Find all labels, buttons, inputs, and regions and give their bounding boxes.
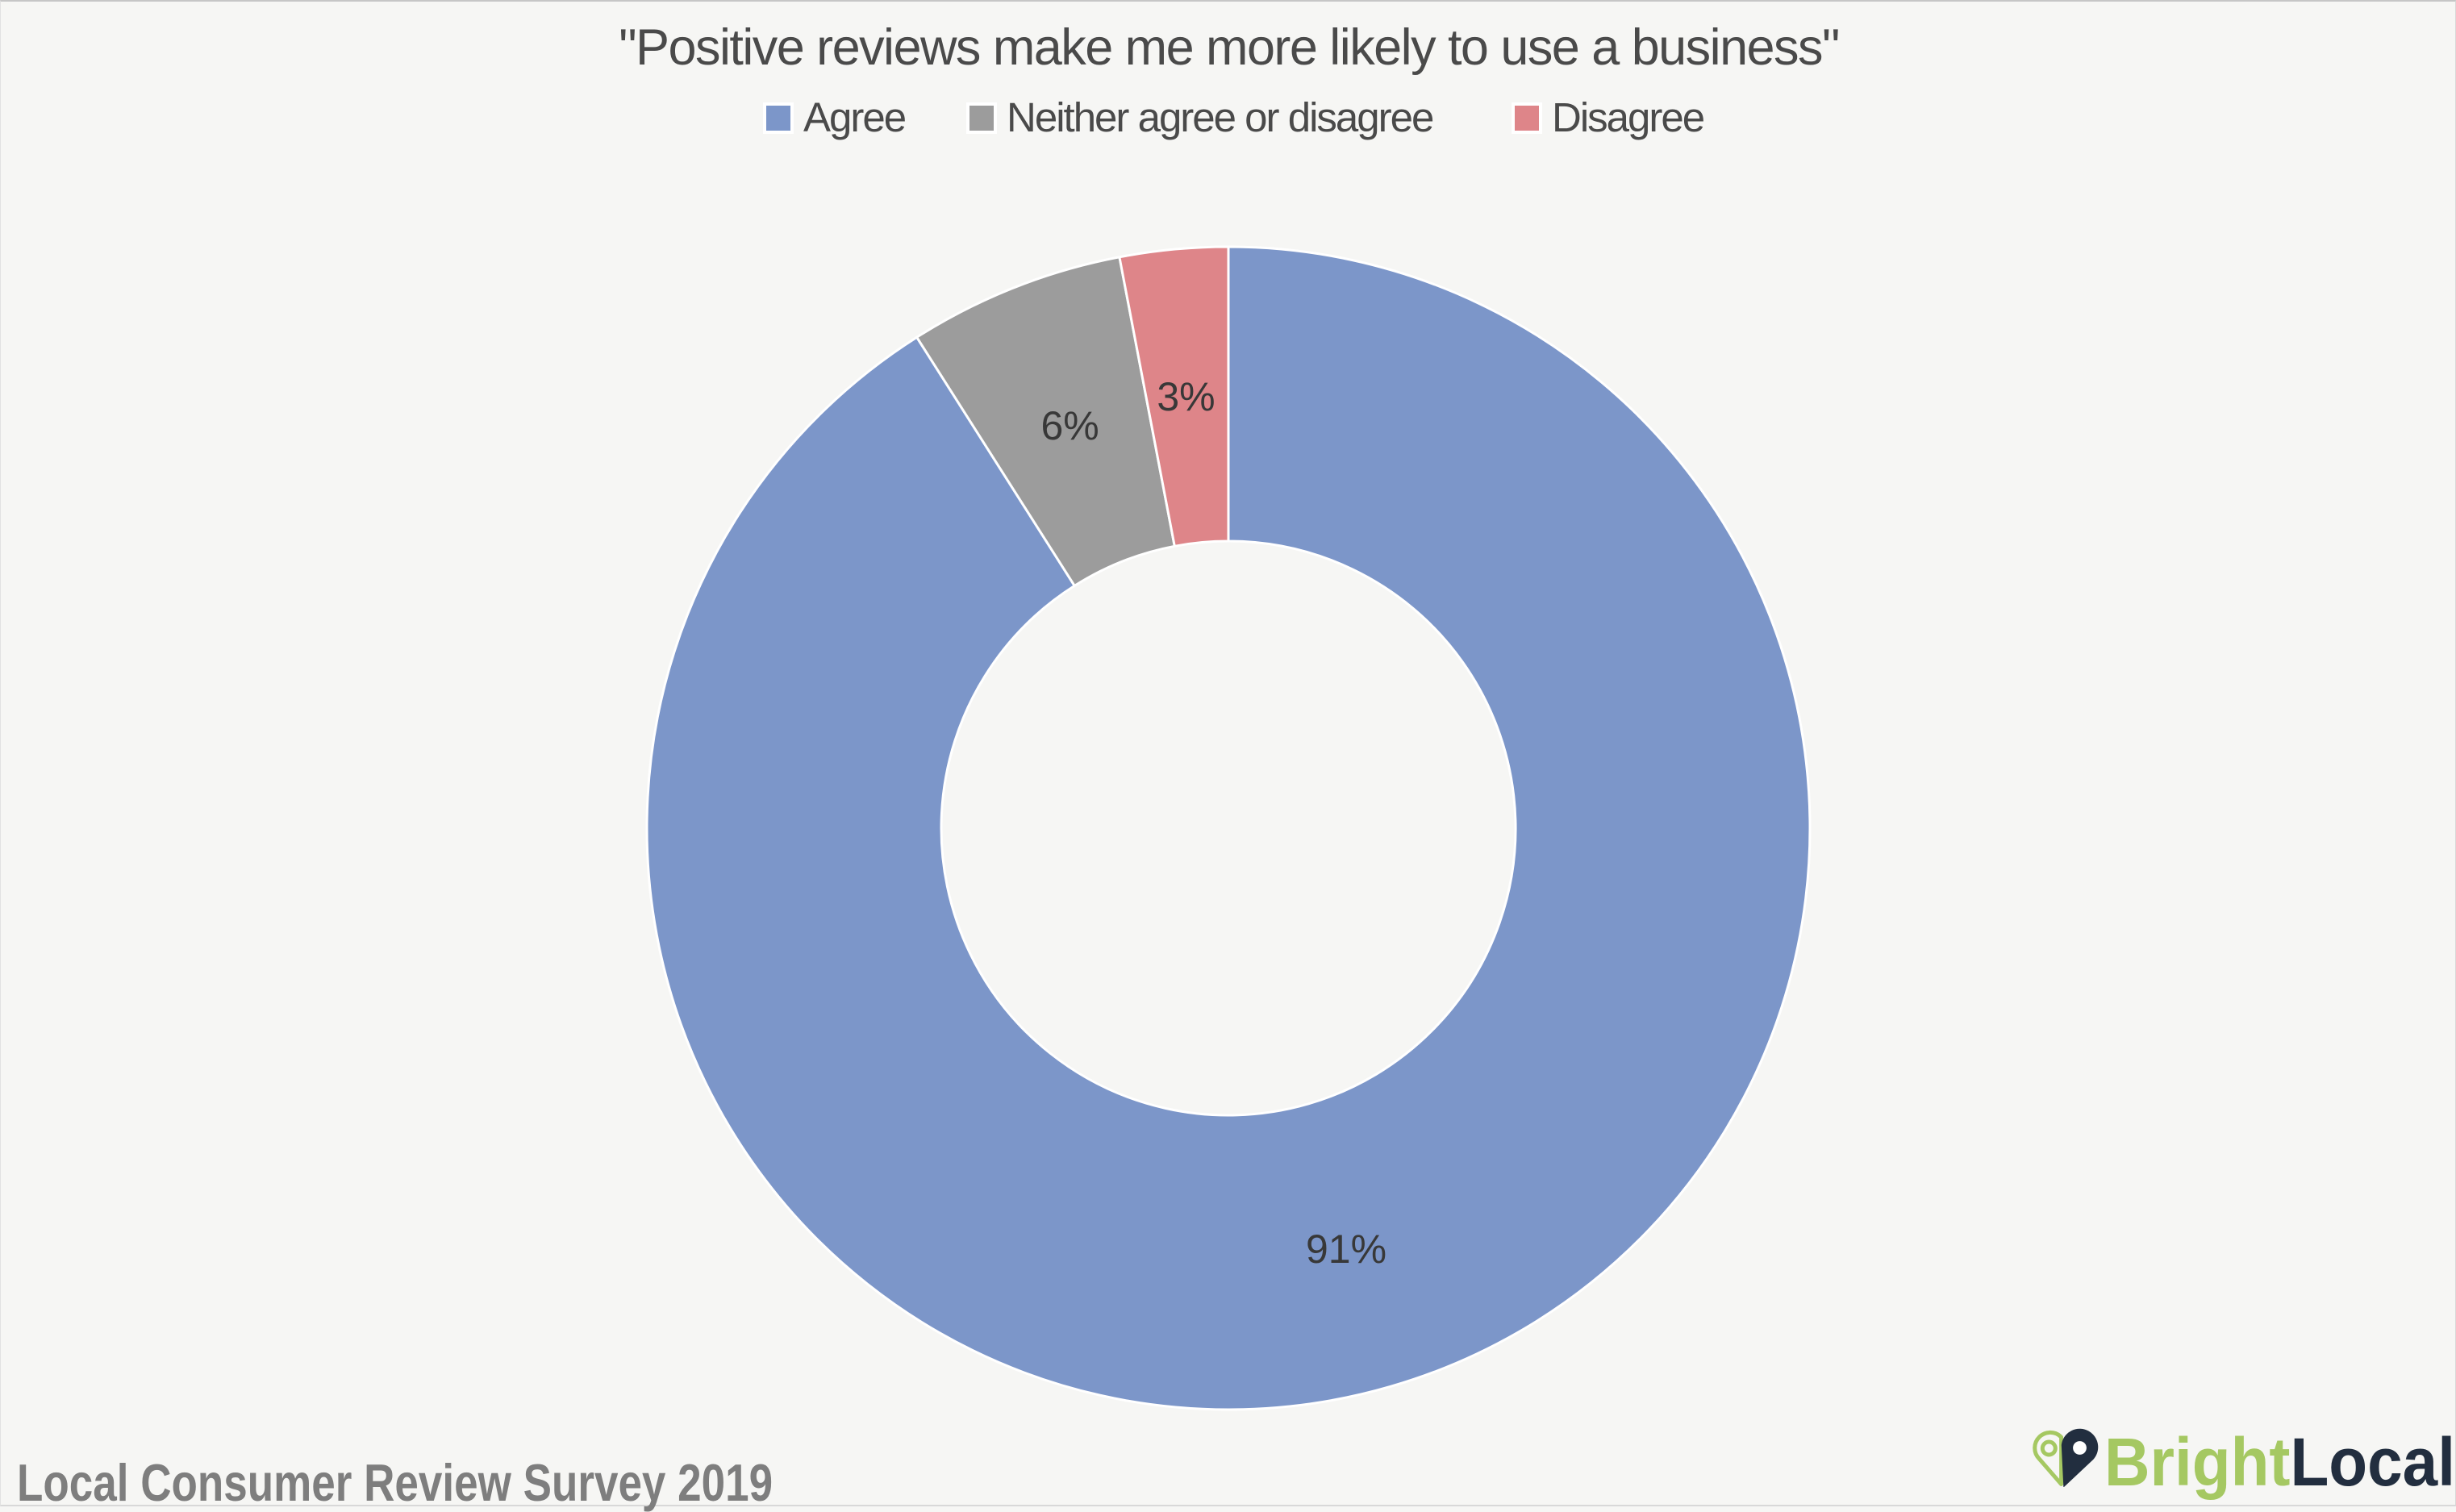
svg-text:3%: 3% — [1157, 374, 1215, 419]
svg-text:91%: 91% — [1306, 1227, 1386, 1272]
svg-text:6%: 6% — [1040, 403, 1099, 448]
